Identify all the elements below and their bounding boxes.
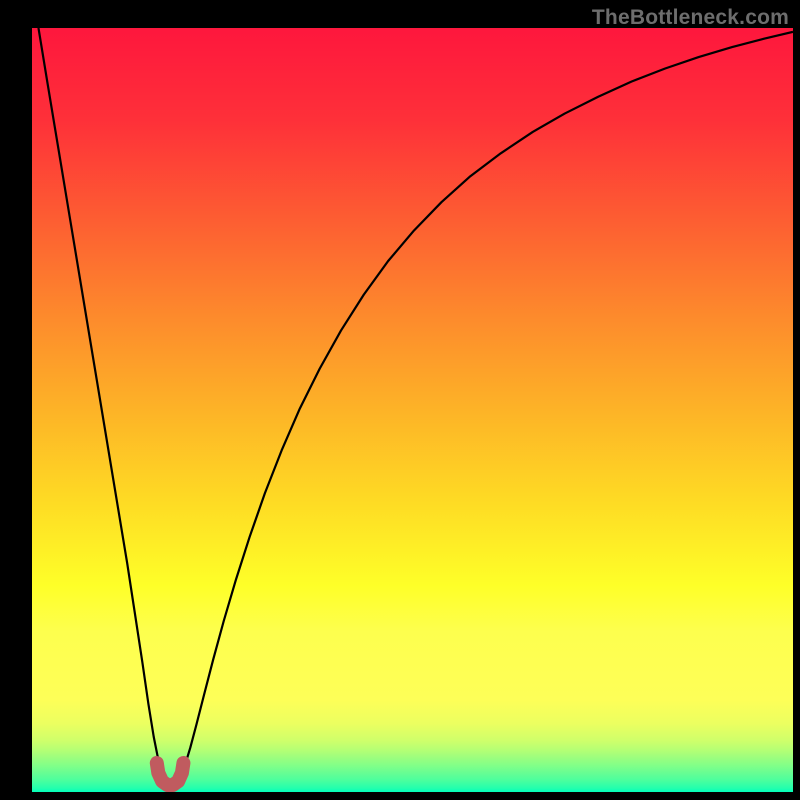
watermark-text: TheBottleneck.com — [592, 6, 789, 30]
chart-frame: TheBottleneck.com — [0, 0, 800, 800]
gradient-background — [32, 28, 793, 792]
plot-svg — [32, 28, 793, 792]
plot-area — [32, 28, 793, 792]
